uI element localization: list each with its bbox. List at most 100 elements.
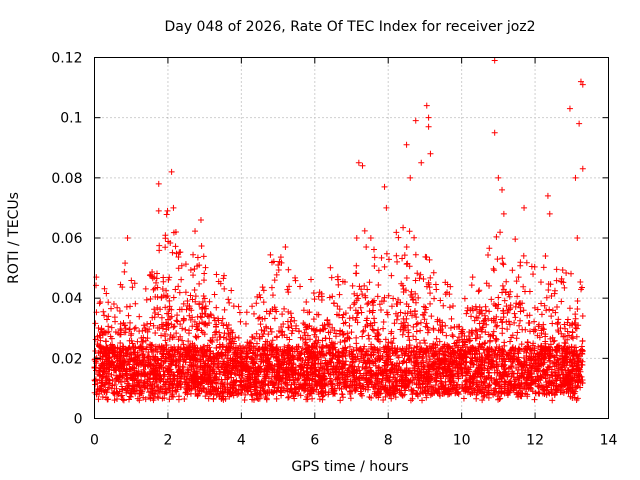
data-point bbox=[578, 286, 585, 293]
data-point bbox=[140, 394, 147, 401]
data-point bbox=[173, 317, 180, 324]
data-point bbox=[337, 397, 344, 404]
data-point bbox=[543, 307, 550, 314]
data-point bbox=[205, 373, 212, 380]
data-point bbox=[520, 252, 527, 259]
data-point bbox=[92, 376, 99, 383]
data-point bbox=[425, 327, 432, 334]
data-point bbox=[275, 267, 282, 274]
data-point bbox=[399, 392, 406, 399]
data-point bbox=[257, 321, 264, 328]
data-point bbox=[231, 370, 238, 377]
data-point bbox=[206, 298, 213, 305]
data-point bbox=[579, 312, 586, 319]
data-point bbox=[540, 264, 547, 271]
data-point bbox=[232, 371, 239, 378]
data-point bbox=[265, 375, 272, 382]
data-point bbox=[255, 346, 262, 353]
data-point bbox=[542, 331, 549, 338]
data-point bbox=[512, 303, 519, 310]
data-point bbox=[325, 321, 332, 328]
data-point bbox=[171, 323, 178, 330]
data-point bbox=[514, 329, 521, 336]
data-point bbox=[501, 361, 508, 368]
data-point bbox=[498, 362, 505, 369]
data-point bbox=[220, 322, 227, 329]
data-point bbox=[515, 274, 522, 281]
data-point bbox=[354, 319, 361, 326]
data-point bbox=[226, 299, 233, 306]
data-point bbox=[110, 300, 117, 307]
data-point bbox=[201, 277, 207, 284]
data-point bbox=[166, 274, 173, 281]
data-point bbox=[417, 319, 424, 326]
data-point bbox=[399, 282, 406, 289]
data-point bbox=[220, 334, 227, 341]
data-point bbox=[491, 369, 498, 376]
data-point bbox=[180, 315, 187, 322]
data-point bbox=[494, 354, 501, 361]
data-point bbox=[150, 286, 157, 293]
data-point bbox=[410, 323, 417, 330]
data-point bbox=[128, 277, 135, 284]
data-point bbox=[173, 388, 180, 395]
data-point bbox=[353, 262, 360, 269]
data-point bbox=[158, 386, 165, 393]
data-point bbox=[95, 396, 102, 403]
data-point bbox=[511, 319, 518, 326]
data-point bbox=[359, 333, 366, 340]
data-point bbox=[122, 260, 129, 267]
data-point bbox=[285, 393, 292, 400]
data-point bbox=[526, 312, 533, 319]
data-point bbox=[120, 397, 127, 404]
data-point bbox=[154, 393, 161, 400]
data-point bbox=[304, 332, 311, 339]
data-point bbox=[468, 313, 475, 320]
data-point bbox=[182, 289, 189, 296]
data-point bbox=[534, 306, 541, 313]
data-point bbox=[194, 325, 201, 332]
data-point bbox=[105, 323, 112, 330]
data-point bbox=[378, 254, 385, 261]
data-point bbox=[382, 393, 389, 400]
data-point bbox=[472, 303, 479, 310]
data-point bbox=[231, 379, 238, 386]
data-point bbox=[488, 296, 495, 303]
data-point bbox=[267, 325, 274, 332]
data-point bbox=[442, 279, 449, 286]
data-point bbox=[413, 328, 420, 335]
data-point bbox=[519, 300, 526, 307]
data-point bbox=[429, 366, 436, 373]
data-point bbox=[463, 310, 470, 317]
data-point bbox=[504, 326, 511, 333]
data-point bbox=[431, 295, 438, 302]
data-point bbox=[225, 322, 232, 329]
data-point bbox=[136, 397, 143, 404]
data-point bbox=[306, 309, 313, 316]
data-point bbox=[220, 343, 227, 350]
data-point bbox=[472, 327, 479, 334]
data-point bbox=[444, 368, 451, 375]
data-point bbox=[501, 368, 508, 375]
data-point bbox=[517, 308, 524, 315]
data-point bbox=[366, 279, 373, 286]
data-point bbox=[380, 325, 387, 332]
data-point bbox=[419, 355, 426, 362]
data-point bbox=[499, 325, 506, 332]
data-point bbox=[194, 263, 201, 270]
data-point bbox=[495, 294, 502, 301]
data-point bbox=[410, 333, 417, 340]
data-point bbox=[287, 318, 294, 325]
data-point bbox=[412, 299, 419, 306]
data-point bbox=[292, 274, 299, 281]
data-point bbox=[224, 325, 231, 332]
data-point bbox=[524, 338, 531, 345]
data-point bbox=[112, 318, 119, 325]
data-point bbox=[241, 397, 248, 404]
data-point bbox=[493, 336, 500, 343]
data-point bbox=[480, 393, 487, 400]
data-point bbox=[557, 383, 564, 390]
data-point bbox=[251, 386, 258, 393]
data-point bbox=[352, 386, 359, 393]
data-point bbox=[220, 275, 227, 282]
